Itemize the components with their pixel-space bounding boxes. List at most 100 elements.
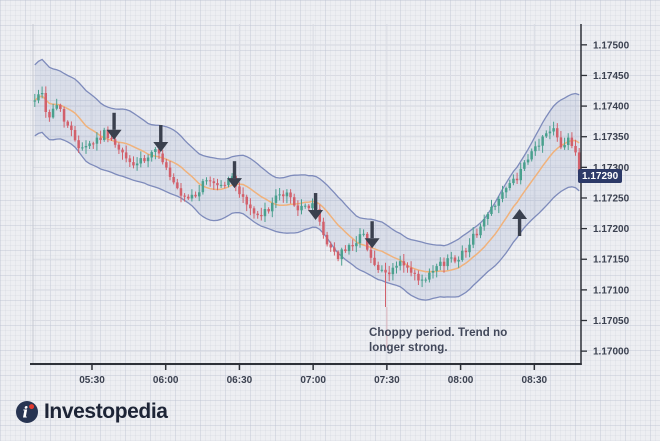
- candle-body: [497, 198, 500, 206]
- candle-body: [121, 149, 124, 153]
- candle-body: [563, 145, 566, 148]
- candle-body: [303, 205, 307, 207]
- candle-body: [358, 234, 362, 244]
- candle-body: [117, 144, 121, 150]
- candle-body: [252, 208, 256, 214]
- svg-text:i: i: [23, 404, 29, 422]
- candle-body: [402, 261, 406, 266]
- candle-body: [249, 204, 252, 209]
- candle-body: [537, 145, 541, 147]
- candle-body: [508, 183, 511, 188]
- candle-body: [92, 143, 95, 145]
- svg-text:06:00: 06:00: [153, 375, 179, 386]
- svg-text:1.17050: 1.17050: [593, 316, 630, 327]
- candle-body: [398, 261, 402, 266]
- svg-text:1.17000: 1.17000: [593, 347, 630, 358]
- candle-body: [227, 179, 230, 186]
- candle-body: [355, 243, 358, 247]
- svg-text:05:30: 05:30: [79, 375, 105, 386]
- candle-body: [44, 93, 47, 112]
- svg-text:1.17400: 1.17400: [593, 102, 630, 113]
- candle-body: [77, 140, 80, 149]
- candle-body: [424, 279, 427, 281]
- down-arrow-icon: [106, 112, 122, 140]
- candle-body: [439, 261, 442, 266]
- candle-body: [70, 125, 73, 130]
- candle-body: [95, 137, 99, 144]
- candle-body: [33, 100, 37, 102]
- candle-body: [256, 213, 259, 216]
- last-price-label: 1.17290: [578, 169, 623, 183]
- svg-text:1.17200: 1.17200: [593, 224, 630, 235]
- candle-body: [409, 267, 413, 273]
- candle-body: [293, 197, 296, 206]
- candle-body: [216, 183, 219, 186]
- candle-body: [146, 157, 150, 162]
- candle-body: [417, 273, 420, 281]
- candle-body: [482, 219, 486, 227]
- candle-body: [336, 251, 340, 259]
- candle-body: [168, 167, 172, 177]
- candle-body: [548, 131, 552, 134]
- candle-body: [344, 249, 347, 252]
- candle-body: [282, 194, 285, 197]
- candle-body: [135, 163, 139, 166]
- candle-body: [212, 181, 216, 184]
- svg-text:1.17150: 1.17150: [593, 255, 630, 266]
- candle-body: [307, 205, 311, 209]
- svg-text:1.17100: 1.17100: [593, 285, 630, 296]
- candle-body: [504, 188, 508, 193]
- logo-wordmark: Investopedia: [44, 400, 168, 423]
- candle-body: [219, 184, 223, 186]
- candle-body: [559, 137, 563, 148]
- candles: [33, 86, 581, 307]
- candle-body: [161, 153, 164, 163]
- candle-body: [84, 146, 88, 148]
- candle-body: [263, 209, 267, 217]
- candle-body: [132, 162, 135, 166]
- candle-body: [285, 192, 289, 197]
- down-arrow-icon: [364, 221, 380, 249]
- candle-body: [369, 249, 373, 258]
- candle-body: [428, 272, 431, 280]
- candle-body: [567, 137, 570, 145]
- candle-body: [534, 146, 537, 152]
- up-arrow-icon: [512, 209, 528, 237]
- candle-body: [420, 279, 424, 281]
- candle-body: [124, 152, 128, 159]
- candle-body: [59, 105, 62, 109]
- annotation-line-1: Choppy period. Trend no: [369, 327, 508, 339]
- candle-body: [493, 205, 497, 207]
- candle-body: [73, 130, 77, 141]
- candle-body: [577, 152, 581, 174]
- candle-body: [289, 192, 292, 198]
- candle-body: [143, 158, 146, 162]
- x-axis-ticks: [91, 364, 536, 370]
- candle-body: [461, 250, 464, 260]
- candle-body: [431, 271, 435, 273]
- candle-body: [351, 245, 354, 247]
- candle-body: [457, 259, 460, 262]
- y-axis-labels: 1.17500 1.17450 1.17400 1.17350 1.17300 1.172…: [593, 40, 630, 357]
- candle-body: [238, 186, 241, 195]
- candle-body: [139, 158, 142, 164]
- candle-body: [245, 196, 248, 205]
- candle-body: [530, 151, 533, 160]
- candle-body: [194, 194, 197, 197]
- down-arrow-icon: [153, 125, 169, 153]
- candle-body: [150, 152, 153, 158]
- candle-body: [519, 168, 522, 181]
- candle-body: [570, 137, 574, 146]
- candle-body: [388, 272, 391, 275]
- candle-body: [490, 206, 493, 214]
- y-axis-ticks: [581, 44, 587, 352]
- candle-body: [274, 195, 278, 203]
- svg-text:06:30: 06:30: [227, 375, 253, 386]
- trend-arrows: [106, 112, 528, 249]
- candle-body: [523, 162, 526, 169]
- candle-body: [230, 176, 234, 180]
- candle-body: [526, 159, 530, 163]
- candle-body: [515, 178, 519, 181]
- candle-body: [475, 233, 479, 236]
- candle-body: [541, 136, 544, 146]
